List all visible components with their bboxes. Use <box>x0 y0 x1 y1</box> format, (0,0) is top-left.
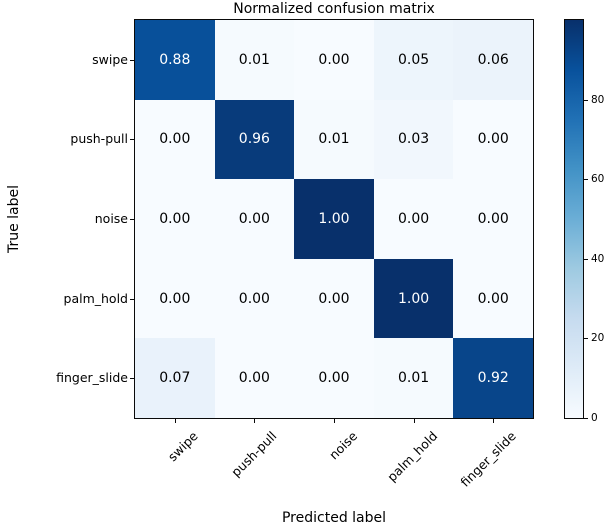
colorbar-tick-label-60: 60 <box>591 173 605 185</box>
colorbar <box>564 19 584 419</box>
x-tick-label-palm_hold: palm_hold <box>383 428 440 485</box>
y-tick-mark <box>130 299 134 300</box>
matrix-cell-palm_hold-push-pull: 0.00 <box>214 258 295 339</box>
matrix-cell-palm_hold-noise: 0.00 <box>294 258 374 339</box>
matrix-cell-push-pull-finger_slide: 0.00 <box>453 99 533 180</box>
matrix-cell-noise-push-pull: 0.00 <box>214 179 295 259</box>
heatmap-plot-area: 0.88 0.01 0.00 0.05 0.06 0.00 0.96 0.01 0.03 0.00… <box>134 19 534 419</box>
x-tick-mark <box>175 419 176 423</box>
x-tick-mark <box>414 419 415 423</box>
y-tick-label-finger_slide: finger_slide <box>56 370 128 385</box>
matrix-cell-push-pull-push-pull: 0.96 <box>214 99 295 180</box>
y-tick-mark <box>130 60 134 61</box>
matrix-cell-finger_slide-finger_slide: 0.92 <box>453 338 533 418</box>
matrix-cell-swipe-swipe: 0.88 <box>135 20 215 100</box>
matrix-cell-noise-finger_slide: 0.00 <box>453 179 533 259</box>
y-tick-mark <box>130 378 134 379</box>
matrix-cell-palm_hold-finger_slide: 0.00 <box>453 258 533 339</box>
colorbar-tick-label-20: 20 <box>591 332 605 344</box>
x-tick-mark <box>493 419 494 423</box>
matrix-cell-finger_slide-swipe: 0.07 <box>135 338 215 418</box>
x-axis-title: Predicted label <box>281 510 387 526</box>
x-tick-label-finger_slide: finger_slide <box>457 428 519 490</box>
colorbar-tick-mark <box>584 259 588 260</box>
x-tick-mark <box>254 419 255 423</box>
x-tick-mark <box>334 419 335 423</box>
colorbar-tick-mark <box>584 338 588 339</box>
y-tick-mark <box>130 219 134 220</box>
colorbar-tick-mark <box>584 100 588 101</box>
matrix-cell-swipe-finger_slide: 0.06 <box>453 20 533 100</box>
y-tick-label-noise: noise <box>94 211 128 226</box>
x-tick-label-noise: noise <box>325 428 360 463</box>
chart-title: Normalized confusion matrix <box>233 1 435 17</box>
matrix-cell-push-pull-noise: 0.01 <box>294 99 374 180</box>
matrix-cell-swipe-noise: 0.00 <box>294 20 374 100</box>
x-tick-label-push-pull: push-pull <box>228 428 280 480</box>
matrix-cell-push-pull-swipe: 0.00 <box>135 99 215 180</box>
matrix-cell-swipe-push-pull: 0.01 <box>214 20 295 100</box>
matrix-cell-swipe-palm_hold: 0.05 <box>373 20 454 100</box>
matrix-cell-noise-swipe: 0.00 <box>135 179 215 259</box>
matrix-cell-push-pull-palm_hold: 0.03 <box>373 99 454 180</box>
matrix-cell-finger_slide-push-pull: 0.00 <box>214 338 295 418</box>
x-tick-label-swipe: swipe <box>164 428 201 465</box>
colorbar-tick-mark <box>584 418 588 419</box>
matrix-cell-palm_hold-palm_hold: 1.00 <box>373 258 454 339</box>
heatmap-matrix: 0.88 0.01 0.00 0.05 0.06 0.00 0.96 0.01 0.03 0.00… <box>135 20 533 418</box>
matrix-cell-noise-palm_hold: 0.00 <box>373 179 454 259</box>
colorbar-tick-label-80: 80 <box>591 94 605 106</box>
matrix-cell-noise-noise: 1.00 <box>294 179 374 259</box>
colorbar-tick-label-0: 0 <box>591 412 598 424</box>
matrix-cell-finger_slide-palm_hold: 0.01 <box>373 338 454 418</box>
y-tick-mark <box>130 139 134 140</box>
colorbar-tick-mark <box>584 179 588 180</box>
matrix-cell-palm_hold-swipe: 0.00 <box>135 258 215 339</box>
matrix-cell-finger_slide-noise: 0.00 <box>294 338 374 418</box>
y-tick-label-palm_hold: palm_hold <box>63 291 128 306</box>
y-tick-label-swipe: swipe <box>92 52 128 67</box>
y-tick-label-push-pull: push-pull <box>70 131 128 146</box>
colorbar-tick-label-40: 40 <box>591 253 605 265</box>
